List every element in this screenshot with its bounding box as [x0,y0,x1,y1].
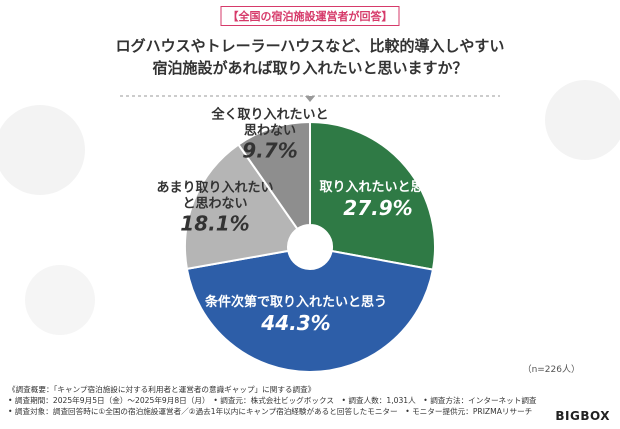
category-label: 取り入れたいと思う [319,180,437,196]
footer-line: • 調査期間：2025年9月5日（金）～2025年9月8日（月） • 調査元：株… [8,396,537,405]
logo: BIGBOX [555,409,610,423]
divider-arrow [305,96,315,102]
value-label: 18.1% [180,211,250,236]
pie [184,120,436,374]
footer: 《調査概要：「キャンプ宿泊施設に対する利用者と運営者の意識ギャップ」に関する調査… [8,384,537,417]
value-label: 44.3% [261,310,331,335]
title-line: 宿泊施設があれば取り入れたいと思いますか？ [152,58,468,77]
slice-label: 全く取り入れたいと思わない 9.7% [210,107,330,162]
slice-label: あまり取り入れたいと思わない 18.1% [155,180,275,235]
footer-line: 《調査概要：「キャンプ宿泊施設に対する利用者と運営者の意識ギャップ」に関する調査… [8,385,316,394]
decoration [0,105,85,195]
decoration [25,265,95,335]
value-label: 27.9% [343,195,413,220]
category-label: あまり取り入れたいと思わない [156,180,274,211]
category-label: 条件次第で取り入れたいと思う [204,295,387,311]
category-label: 全く取り入れたいと思わない [211,107,329,138]
slice-label: 条件次第で取り入れたいと思う 44.3% [186,295,406,335]
slice-label: 取り入れたいと思う 27.9% [318,180,438,220]
value-label: 9.7% [242,138,298,163]
tag: 【全国の宿泊施設運営者が回答】 [220,6,400,26]
title-line: ログハウスやトレーラーハウスなど、比較的導入しやすい [115,37,505,55]
slice [237,120,311,231]
decoration [545,80,620,160]
slice [185,249,435,374]
chart-title: ログハウスやトレーラーハウスなど、比較的導入しやすい 宿泊施設があれば取り入れた… [0,36,620,80]
footer-line: • 調査対象：調査回答時に①全国の宿泊施設運営者／②過去1年以内にキャンプ宿泊経… [8,407,533,416]
slice [184,143,299,271]
note: （n=226人） [522,365,580,375]
slice [309,120,436,271]
